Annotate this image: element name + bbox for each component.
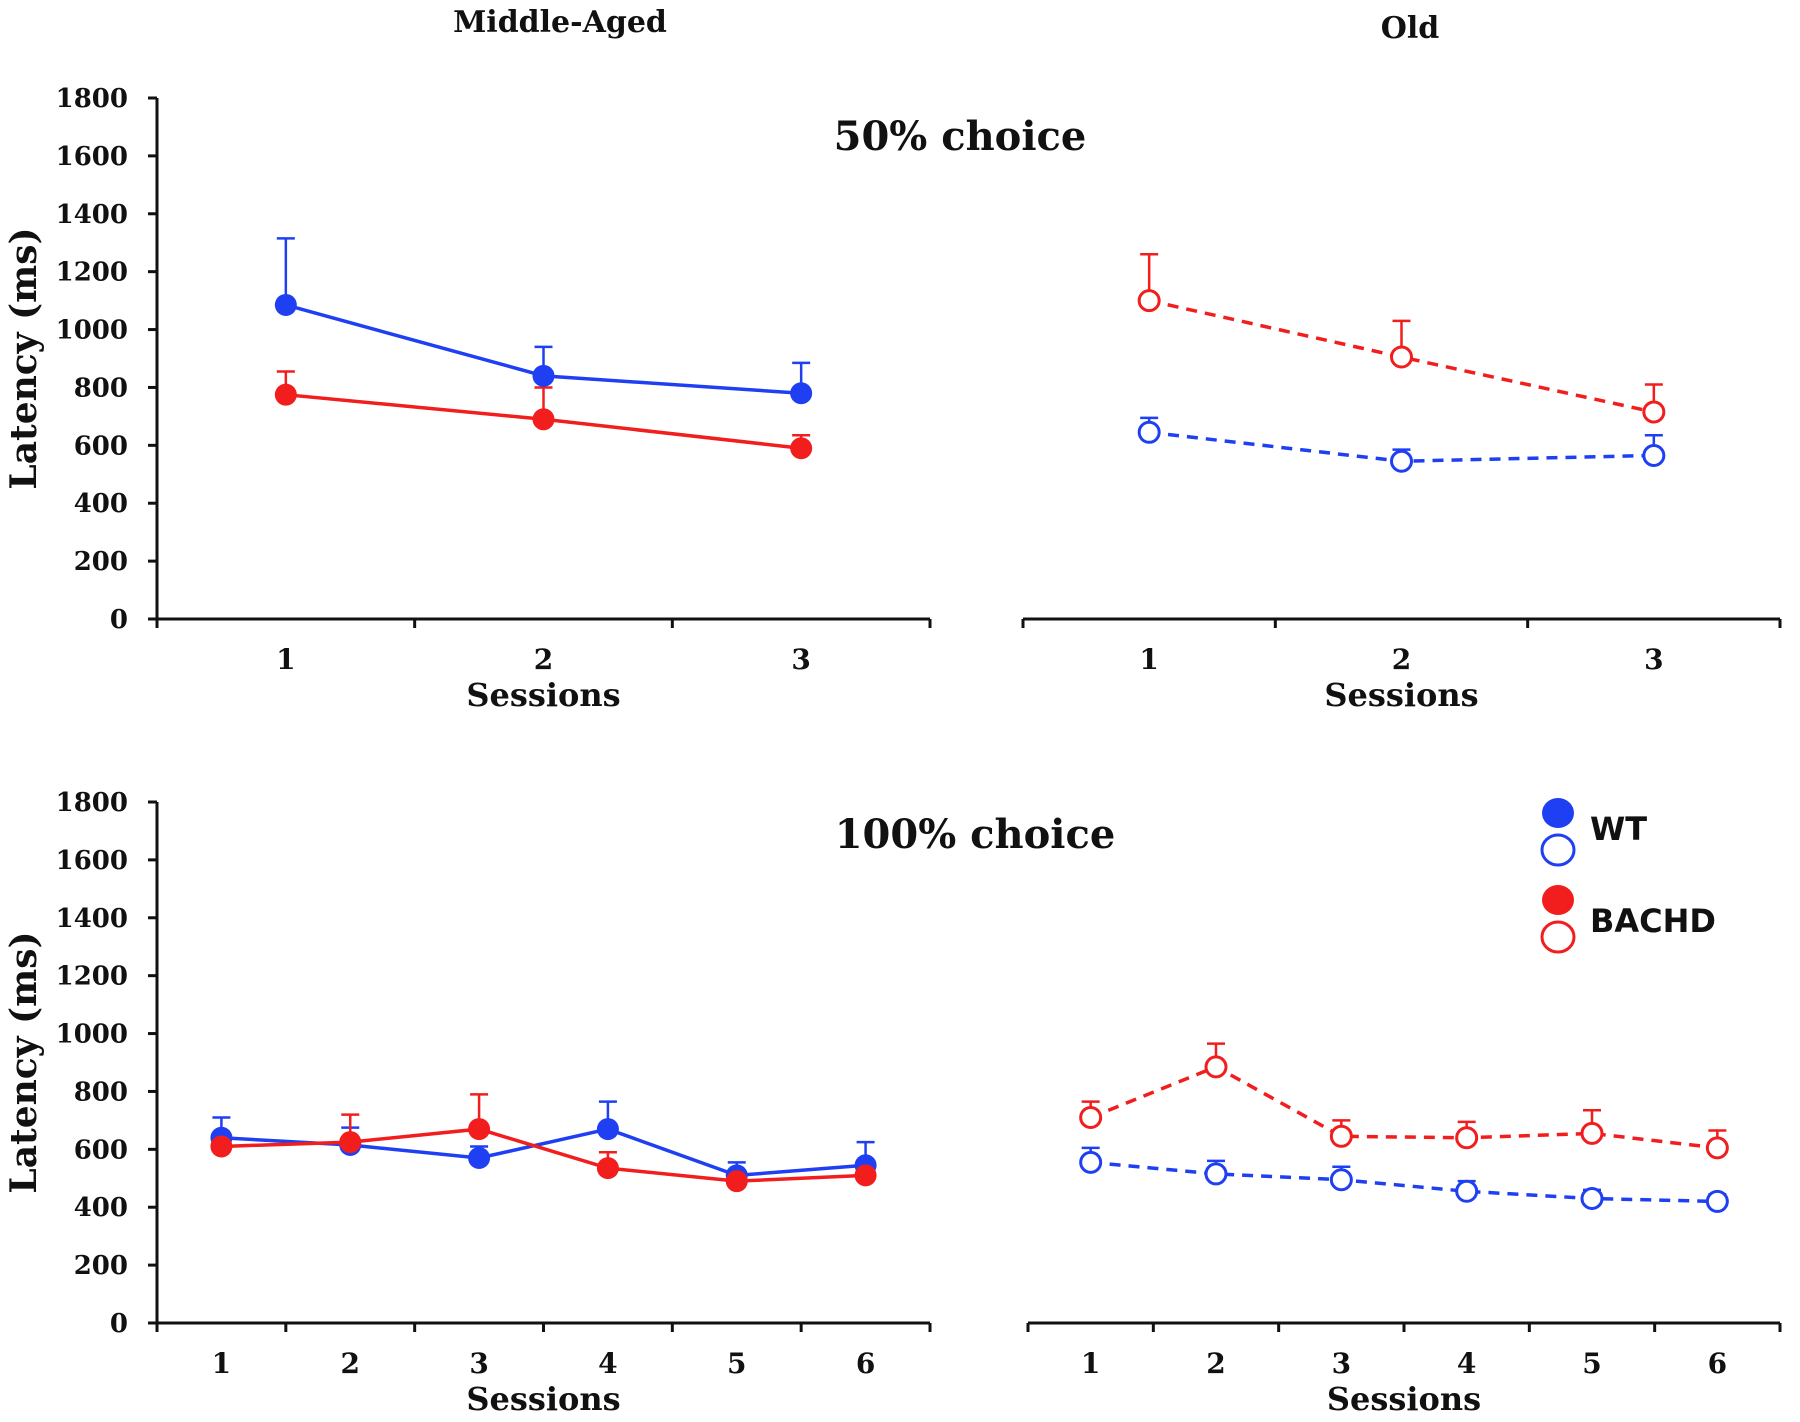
x-tick-label: 5 — [727, 1347, 746, 1380]
column-title-old: Old — [1381, 11, 1440, 46]
panel-title: 50% choice — [834, 113, 1087, 160]
legend-wt-label: WT — [1590, 810, 1647, 848]
x-axis-label: Sessions — [1324, 676, 1478, 714]
x-tick-label: 4 — [598, 1347, 617, 1380]
data-point-wt — [532, 364, 555, 387]
legend-wt-open-marker — [1540, 833, 1576, 867]
y-tick-label: 1400 — [56, 904, 128, 934]
data-point-bachd — [1580, 1121, 1604, 1145]
data-point-wt — [274, 293, 297, 316]
x-tick-label: 4 — [1457, 1347, 1476, 1380]
y-axis-label: Latency (ms) — [3, 931, 45, 1193]
data-point-bachd — [1705, 1136, 1729, 1160]
data-point-bachd — [854, 1164, 877, 1187]
data-point-wt — [1329, 1168, 1353, 1192]
series-line-wt — [1090, 1160, 1718, 1204]
data-point-bachd — [210, 1135, 233, 1158]
data-point-bachd — [1390, 345, 1413, 369]
x-tick-label: 2 — [1392, 643, 1411, 676]
data-point-bachd — [532, 408, 555, 431]
series-line-bachd — [221, 1127, 866, 1183]
x-axis-label: Sessions — [466, 1380, 620, 1418]
y-tick-label: 1000 — [56, 1020, 128, 1050]
y-tick-label: 1600 — [56, 846, 128, 876]
data-point-wt — [1390, 449, 1413, 473]
x-axis-label: Sessions — [466, 676, 620, 714]
panel-50-old: 1 2 3 Sessions — [1021, 253, 1782, 714]
data-point-wt — [1079, 1150, 1103, 1174]
x-tick-label: 1 — [1139, 643, 1158, 676]
y-tick-label: 600 — [74, 431, 128, 461]
panel-100-middle-aged: 1 2 3 4 5 6 Sessions 0 200 400 600 800 1000 1200 1400 1… — [3, 788, 1115, 1418]
y-tick-label: 600 — [74, 1135, 128, 1165]
y-tick-label: 1800 — [56, 788, 128, 818]
y-tick-label: 1800 — [56, 84, 128, 114]
legend-bachd-label: BACHD — [1590, 902, 1716, 940]
panel-100-old: 1 2 3 4 5 6 Sessions — [1026, 1042, 1782, 1418]
y-tick-label: 400 — [74, 489, 128, 519]
x-axis-label: Sessions — [1327, 1380, 1481, 1418]
data-point-wt — [1204, 1162, 1228, 1186]
legend-bachd-open-marker — [1540, 920, 1576, 954]
y-tick-label: 1600 — [56, 142, 128, 172]
y-tick-label: 1200 — [56, 258, 128, 288]
x-tick-label: 2 — [341, 1347, 360, 1380]
x-tick-label: 3 — [791, 643, 810, 676]
y-tick-label: 1000 — [56, 316, 128, 346]
data-point-bachd — [1137, 289, 1161, 313]
series-line-bachd — [1148, 298, 1655, 414]
data-point-wt — [1705, 1189, 1729, 1213]
x-tick-label: 2 — [1206, 1347, 1225, 1380]
data-point-bachd — [725, 1170, 748, 1193]
data-point-wt — [790, 382, 813, 405]
x-tick-label: 3 — [1644, 643, 1663, 676]
y-tick-label: 0 — [110, 1309, 128, 1339]
x-tick-label: 5 — [1582, 1347, 1601, 1380]
y-tick-label: 1400 — [56, 200, 128, 230]
x-tick-label: 1 — [1081, 1347, 1100, 1380]
data-point-wt — [1642, 443, 1666, 467]
y-tick-label: 200 — [74, 547, 128, 577]
x-tick-label: 6 — [1708, 1347, 1727, 1380]
data-point-bachd — [339, 1131, 362, 1154]
data-point-wt — [596, 1118, 619, 1141]
x-tick-label: 3 — [469, 1347, 488, 1380]
data-point-wt — [1580, 1187, 1604, 1211]
x-tick-label: 3 — [1332, 1347, 1351, 1380]
series-line-bachd — [1090, 1064, 1718, 1150]
data-point-bachd — [1455, 1126, 1479, 1150]
data-point-bachd — [790, 437, 813, 460]
series-line-wt — [221, 1127, 866, 1178]
x-tick-label: 1 — [276, 643, 295, 676]
x-tick-label: 1 — [212, 1347, 231, 1380]
legend: WT BACHD — [1540, 798, 1716, 954]
y-tick-label: 800 — [74, 1077, 128, 1107]
panel-50-middle-aged: 1 2 3 Sessions 0 200 400 600 800 1000 1200 1400 1600… — [3, 84, 1086, 714]
data-point-bachd — [274, 383, 297, 406]
data-point-wt — [1137, 420, 1161, 444]
data-point-bachd — [1204, 1055, 1228, 1079]
y-tick-label: 400 — [74, 1193, 128, 1223]
data-point-wt — [468, 1147, 491, 1170]
legend-wt-filled-marker — [1542, 798, 1574, 828]
legend-bachd-filled-marker — [1542, 885, 1574, 915]
data-point-bachd — [1642, 400, 1666, 424]
y-axis-label: Latency (ms) — [3, 227, 45, 489]
y-tick-label: 800 — [74, 373, 128, 403]
data-point-bachd — [1079, 1105, 1103, 1129]
data-point-bachd — [1329, 1124, 1353, 1148]
data-point-bachd — [468, 1118, 491, 1141]
panel-title: 100% choice — [835, 811, 1116, 858]
x-tick-label: 6 — [856, 1347, 875, 1380]
y-tick-label: 0 — [110, 605, 128, 635]
column-title-middle-aged: Middle-Aged — [453, 5, 667, 40]
y-tick-label: 1200 — [56, 962, 128, 992]
x-tick-label: 2 — [534, 643, 553, 676]
data-point-bachd — [596, 1157, 619, 1180]
y-tick-label: 200 — [74, 1251, 128, 1281]
data-point-wt — [1455, 1179, 1479, 1203]
